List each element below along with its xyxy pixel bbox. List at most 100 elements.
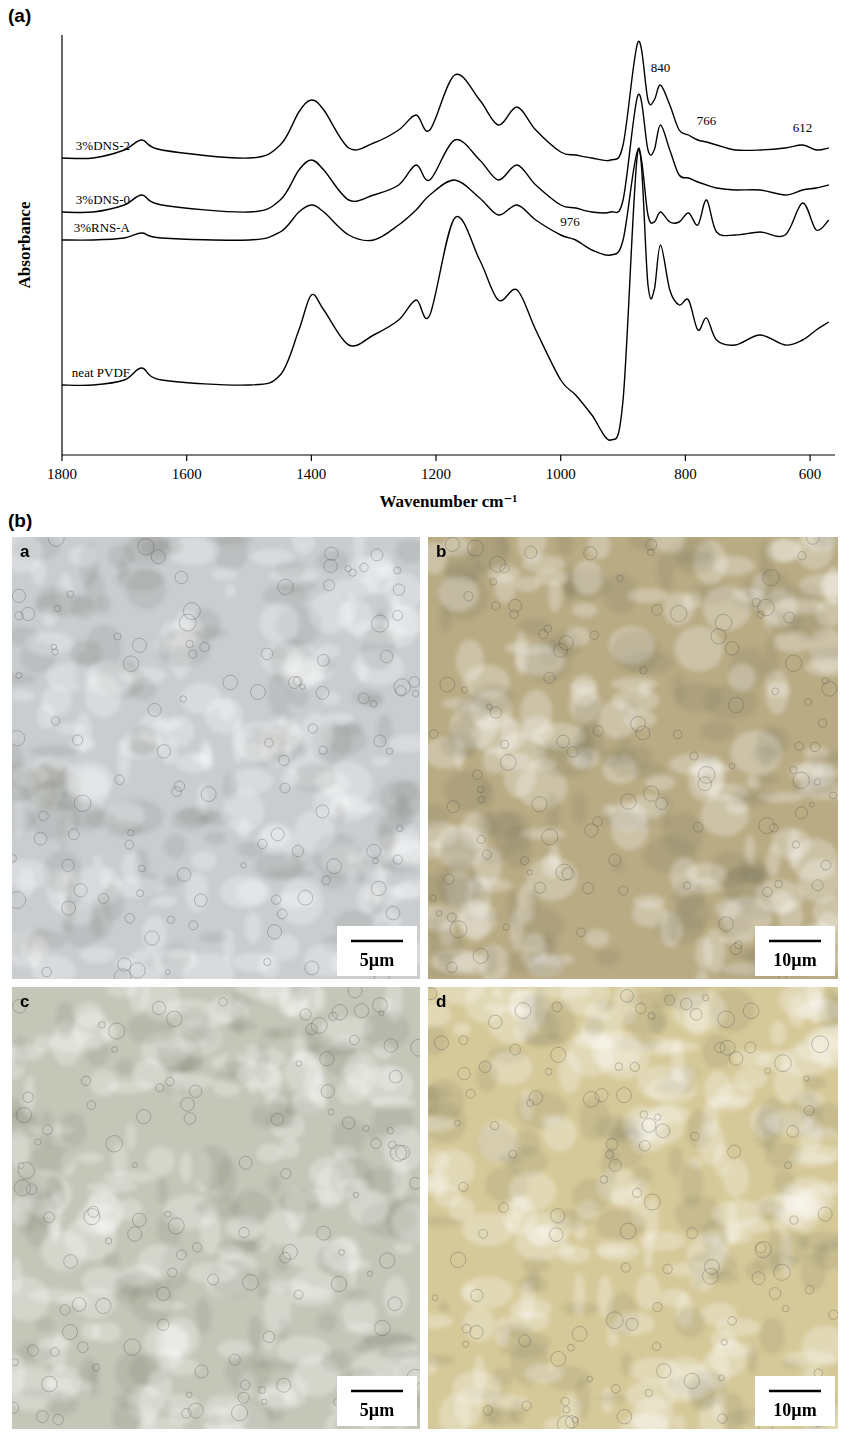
texture-blob — [746, 776, 760, 789]
texture-ring — [277, 909, 287, 919]
texture-ring — [186, 1392, 192, 1398]
texture-ring — [477, 835, 485, 843]
texture-ring — [617, 1409, 632, 1424]
texture-ring — [584, 547, 597, 560]
texture-blob — [60, 1113, 86, 1146]
texture-blob — [713, 556, 755, 576]
texture-blob — [12, 933, 49, 967]
background — [0, 0, 850, 1439]
panel-label: (a) — [8, 5, 31, 26]
texture-blob — [675, 626, 724, 672]
texture-blob — [522, 716, 554, 743]
texture-ring — [647, 549, 654, 556]
x-tick-label: 600 — [799, 466, 822, 482]
texture-ring — [148, 703, 161, 716]
texture-blob — [12, 1277, 50, 1322]
texture-ring — [324, 559, 337, 572]
texture-ring — [500, 740, 508, 748]
texture-blob — [727, 1202, 738, 1244]
texture-ring — [585, 824, 598, 837]
texture-blob — [290, 987, 310, 1001]
micrograph-letter: a — [20, 542, 30, 561]
texture-ring — [316, 805, 329, 818]
texture-ring — [606, 1312, 623, 1329]
texture-ring — [482, 850, 491, 859]
texture-ring — [784, 612, 795, 623]
texture-blob — [643, 1230, 653, 1270]
texture-ring — [332, 1004, 347, 1019]
texture-blob — [541, 987, 592, 999]
texture-ring — [72, 1298, 86, 1312]
texture — [12, 987, 420, 1425]
texture-blob — [258, 953, 280, 978]
texture-ring — [790, 766, 797, 773]
texture-blob — [477, 1061, 498, 1092]
texture-blob — [662, 987, 708, 1012]
texture-blob — [236, 880, 271, 905]
texture — [12, 987, 420, 1429]
texture-blob — [211, 568, 237, 580]
texture-ring — [12, 731, 25, 746]
texture-ring — [16, 1107, 31, 1122]
texture — [12, 537, 420, 979]
texture-blob — [222, 928, 234, 963]
texture-blob — [315, 772, 350, 794]
texture-ring — [559, 636, 573, 650]
texture-blob — [383, 1126, 420, 1172]
texture-ring — [177, 868, 191, 882]
texture-blob — [80, 946, 115, 963]
texture-blob — [56, 1002, 74, 1040]
texture-ring — [463, 1341, 469, 1347]
texture-blob — [774, 632, 812, 652]
texture-ring — [317, 1226, 331, 1240]
texture-ring — [590, 631, 598, 639]
texture-ring — [551, 1047, 566, 1062]
texture-blob — [673, 880, 705, 913]
texture-ring — [328, 1109, 334, 1115]
texture-blob — [256, 1144, 283, 1164]
texture-ring — [490, 707, 501, 718]
texture-blob — [327, 796, 372, 822]
texture-ring — [527, 870, 532, 875]
texture-blob — [264, 1113, 301, 1127]
texture-ring — [325, 547, 338, 560]
texture-ring — [373, 858, 379, 864]
texture-ring — [462, 1324, 471, 1333]
scale-bar — [351, 940, 403, 943]
texture-ring — [18, 1162, 35, 1179]
texture-ring — [281, 1169, 291, 1179]
texture-ring — [388, 1297, 402, 1311]
texture-ring — [654, 1114, 660, 1120]
texture-blob — [13, 803, 24, 836]
texture-ring — [265, 738, 274, 747]
texture-blob — [317, 551, 349, 571]
texture-ring — [567, 746, 578, 757]
texture-ring — [674, 730, 682, 738]
texture-ring — [184, 1113, 196, 1125]
texture-ring — [374, 735, 386, 747]
texture-ring — [339, 1250, 345, 1256]
texture-ring — [388, 1141, 396, 1149]
annotation: 612 — [793, 120, 813, 135]
texture-blob — [279, 1189, 320, 1214]
texture-ring — [396, 825, 402, 831]
texture-ring — [770, 824, 778, 832]
texture-ring — [342, 1117, 354, 1129]
texture-blob — [674, 1415, 685, 1429]
texture-ring — [300, 1009, 311, 1020]
scale-bar-label: 5µm — [360, 1400, 394, 1420]
texture-blob — [495, 571, 516, 603]
texture-blob — [126, 569, 166, 609]
texture-blob — [572, 603, 598, 617]
texture-blob — [729, 664, 755, 691]
texture-ring — [261, 648, 273, 660]
spectrum-line — [62, 41, 829, 160]
texture-blob — [439, 1301, 449, 1314]
texture-blob — [597, 1245, 627, 1256]
texture-ring — [671, 605, 687, 621]
texture-blob — [615, 735, 633, 766]
texture-blob — [574, 1221, 586, 1240]
texture-ring — [447, 913, 456, 922]
texture-ring — [459, 1182, 468, 1191]
texture-blob — [802, 1325, 838, 1366]
